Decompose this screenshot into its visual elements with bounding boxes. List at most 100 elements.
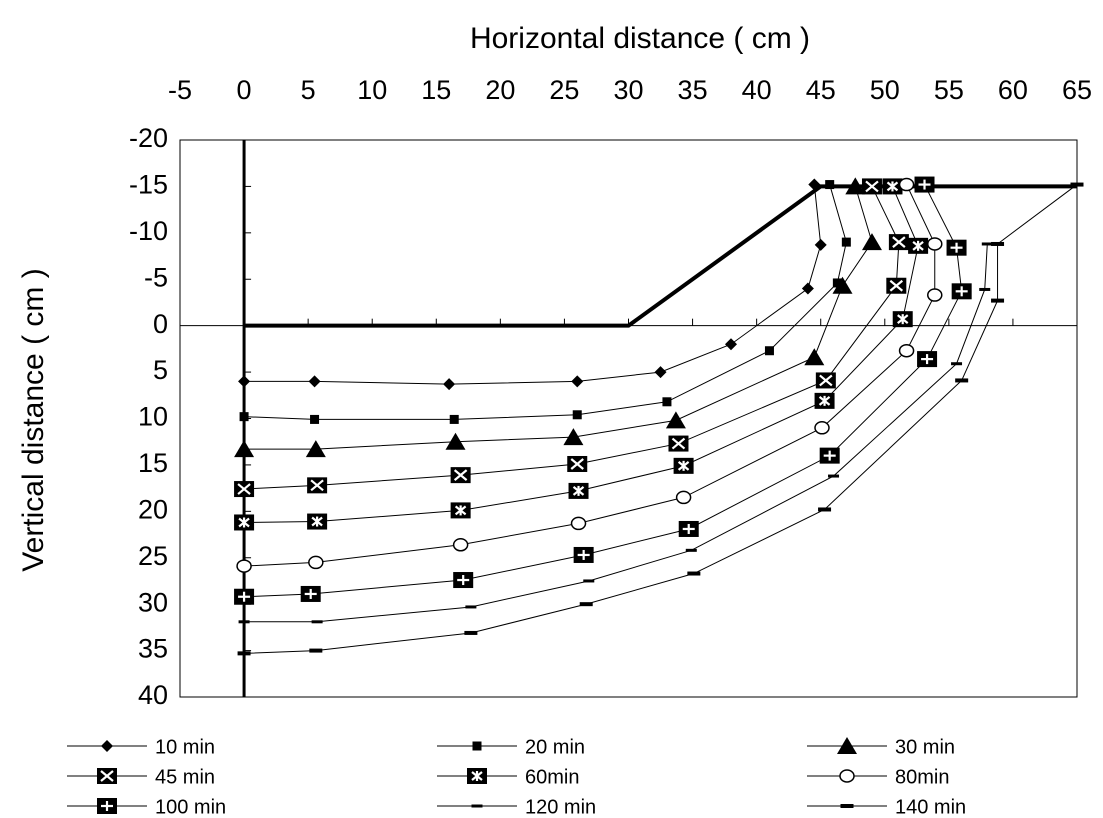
data-point [685, 548, 697, 552]
x-tick-label: 40 [742, 75, 772, 105]
marker-shape [445, 432, 466, 450]
y-tick-label: -5 [144, 262, 168, 292]
data-point [238, 375, 251, 388]
legend-entry: 45 min [67, 766, 215, 788]
data-point [898, 177, 915, 192]
marker-shape [927, 288, 943, 302]
marker-box [991, 298, 1005, 303]
data-point [882, 178, 903, 195]
marker-box [310, 414, 320, 424]
data-point [845, 177, 866, 195]
data-point [927, 237, 943, 251]
marker-shape [675, 490, 692, 505]
marker-box [238, 620, 250, 624]
data-point [238, 620, 250, 624]
data-point [991, 241, 1005, 246]
y-tick-label: -15 [129, 170, 168, 200]
data-point [305, 440, 326, 458]
marker-shape [814, 421, 830, 435]
data-point [914, 176, 935, 193]
marker-shape [238, 375, 251, 388]
y-axis-title: Vertical distance ( cm ) [17, 268, 50, 571]
data-point [449, 414, 459, 424]
data-point [300, 585, 321, 602]
marker-box [472, 741, 482, 751]
legend-entry: 20 min [437, 736, 585, 758]
data-point [898, 343, 915, 358]
data-point [832, 276, 853, 294]
marker-shape [654, 366, 667, 379]
data-point [239, 412, 249, 422]
y-tick-label: 5 [153, 355, 168, 385]
data-point [583, 579, 595, 583]
marker-shape [861, 233, 882, 251]
data-point [309, 648, 323, 653]
data-point [452, 538, 469, 552]
marker-box [832, 278, 842, 288]
y-tick-label: -20 [129, 123, 168, 153]
legend-label: 100 min [155, 796, 226, 818]
marker-box [951, 362, 963, 366]
x-tick-label: 25 [549, 75, 579, 105]
y-tick-label: 10 [138, 402, 168, 432]
y-tick-label: 35 [138, 634, 168, 664]
marker-box [840, 804, 854, 808]
x-axis-title: Horizontal distance ( cm ) [470, 22, 810, 55]
data-point [828, 474, 840, 478]
x-tick-label: 20 [485, 75, 515, 105]
marker-shape [571, 375, 584, 388]
legend-entry: 140 min [807, 796, 966, 818]
data-point [445, 432, 466, 450]
marker-shape [814, 238, 827, 251]
marker-glyph [865, 180, 879, 193]
legend-label: 140 min [895, 796, 966, 818]
data-point [808, 178, 821, 191]
marker-glyph [570, 458, 584, 470]
data-point [832, 278, 842, 288]
marker-box [662, 397, 672, 407]
y-tick-label: 20 [138, 494, 168, 524]
legend-entry: 30 min [807, 736, 955, 758]
data-point [841, 237, 851, 247]
data-point [234, 440, 255, 458]
marker-shape [804, 348, 825, 366]
data-point [1070, 182, 1084, 187]
marker-box [981, 242, 993, 246]
marker-shape [898, 343, 915, 358]
data-point [818, 507, 832, 512]
series-line [244, 184, 822, 385]
data-point [568, 482, 589, 499]
legend-label: 10 min [155, 736, 215, 758]
data-point [991, 298, 1005, 303]
marker-shape [308, 555, 324, 570]
legend-entry: 120 min [437, 796, 596, 818]
data-point [764, 346, 774, 356]
series-line [244, 243, 988, 623]
data-point [687, 571, 701, 576]
data-point [450, 467, 471, 484]
legend-label: 60min [525, 766, 579, 788]
data-point [675, 490, 692, 505]
data-point [571, 375, 584, 388]
x-tick-label: 45 [806, 75, 836, 105]
data-point [465, 605, 477, 609]
x-tick-label: 0 [237, 75, 252, 105]
data-point [570, 516, 587, 531]
data-point [450, 502, 471, 519]
data-point [825, 180, 835, 190]
marker-shape [837, 737, 857, 754]
marker-shape [305, 440, 326, 458]
data-point [662, 397, 672, 407]
data-point [654, 366, 667, 379]
data-point [886, 277, 907, 294]
marker-box [764, 346, 774, 356]
marker-shape [725, 338, 738, 351]
x-tick-label: 5 [301, 75, 316, 105]
y-tick-label: 0 [153, 309, 168, 339]
legend-entry: 100 min [67, 796, 226, 818]
marker-shape [832, 276, 853, 294]
marker-box [828, 474, 840, 478]
data-point [804, 348, 825, 366]
marker-glyph [819, 374, 833, 387]
